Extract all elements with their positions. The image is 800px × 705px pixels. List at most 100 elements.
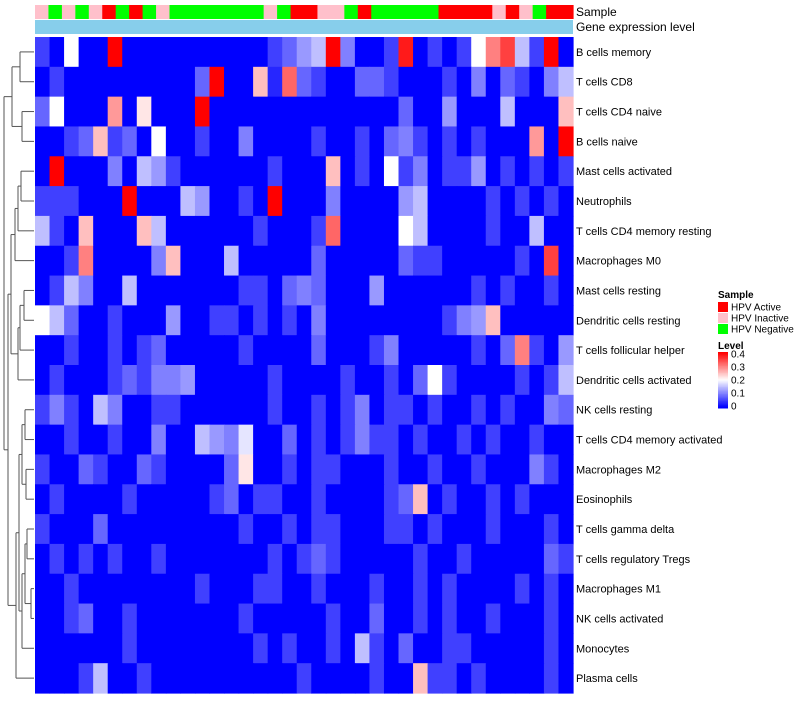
heatmap-cell [93,484,109,515]
heatmap-cell [253,66,269,98]
heatmap-cell [35,96,51,128]
heatmap-cell [93,37,109,68]
heatmap-cell [136,126,152,157]
heatmap-cell [267,394,283,426]
heatmap-cell [238,335,254,366]
heatmap-cell [442,603,458,634]
heatmap-cell [500,603,516,634]
heatmap-cell [194,424,211,456]
heatmap-cell [558,365,574,396]
heatmap-cell [282,484,298,515]
heatmap-cell [529,573,545,605]
sample-legend-label: HPV Active [731,303,781,314]
heatmap-cell [296,394,312,426]
heatmap-cell [151,186,167,217]
heatmap-cell [427,126,443,157]
heatmap-cell [485,215,501,247]
heatmap-cell [267,305,283,336]
heatmap-cell [427,454,443,485]
heatmap-cell [35,66,51,98]
heatmap-cell [296,514,312,545]
heatmap-cell [413,126,429,157]
row-label: NK cells activated [576,613,663,625]
heatmap-cell [529,484,545,515]
heatmap-cell [485,156,501,187]
heatmap-cell [427,96,443,128]
heatmap-cell [325,365,341,396]
heatmap-cell [238,424,254,456]
heatmap-cell [224,543,240,575]
heatmap-cell [325,66,341,98]
heatmap-cell [180,96,196,128]
heatmap-cell [122,215,138,247]
heatmap-cell [35,156,51,187]
heatmap-cell [514,394,530,426]
heatmap-cell [209,514,225,545]
heatmap-cell [238,394,254,426]
heatmap-cell [500,484,516,515]
level-legend-gradient-step [718,388,728,391]
heatmap-cell [529,454,545,485]
heatmap-cell [78,215,94,247]
sample-annotation-cell [102,5,117,19]
heatmap-cell [311,66,327,98]
heatmap-cell [224,126,240,157]
heatmap-cell [529,66,545,98]
heatmap-cell [180,663,196,694]
sample-annotation-cell [142,5,157,19]
heatmap-cell [456,424,472,456]
heatmap-cell [165,514,181,545]
heatmap-cell [78,663,94,694]
heatmap-cell [224,484,240,515]
heatmap-cell [558,275,574,306]
heatmap-cell [311,484,327,515]
heatmap-cell [383,126,400,157]
heatmap-cell [427,66,443,98]
heatmap-cell [151,335,167,366]
heatmap-cell [64,365,80,396]
heatmap-cell [107,215,123,247]
heatmap-cell [369,394,385,426]
heatmap-cell [78,633,94,664]
heatmap-cell [514,514,530,545]
heatmap-cell [543,394,560,426]
heatmap-cell [35,186,51,217]
heatmap-cell [543,126,560,157]
heatmap-cell [500,66,516,98]
heatmap-cell [64,543,80,575]
heatmap-cell [267,96,283,128]
level-legend-gradient-step [718,391,728,394]
heatmap-cell [64,245,80,277]
sample-annotation-cell [505,5,520,19]
heatmap-cell [383,394,400,426]
heatmap-cell [224,305,240,336]
heatmap-cell [64,394,80,426]
heatmap-cell [500,394,516,426]
heatmap-cell [209,275,225,306]
heatmap-cell [180,484,196,515]
heatmap-cell [543,573,560,605]
heatmap-cell [93,454,109,485]
heatmap-cell [413,335,429,366]
heatmap-cell [485,186,501,217]
heatmap-cell [456,37,472,68]
heatmap-cell [456,186,472,217]
heatmap-cell [311,275,327,306]
row-label: Mast cells activated [576,166,672,178]
heatmap-cell [471,186,487,217]
sample-annotation-cell [317,5,332,19]
heatmap-cell [267,484,283,515]
heatmap-cell [107,424,123,456]
heatmap-cell [558,156,574,187]
heatmap-cell [209,424,225,456]
heatmap-cell [224,573,240,605]
heatmap-cell [369,424,385,456]
heatmap-cell [296,573,312,605]
heatmap-cell [514,37,530,68]
heatmap-cell [296,186,312,217]
row-label: Dendritic cells activated [576,375,692,387]
heatmap-cell [78,305,94,336]
heatmap-cell [471,96,487,128]
heatmap-cell [136,424,152,456]
heatmap-cell [282,96,298,128]
